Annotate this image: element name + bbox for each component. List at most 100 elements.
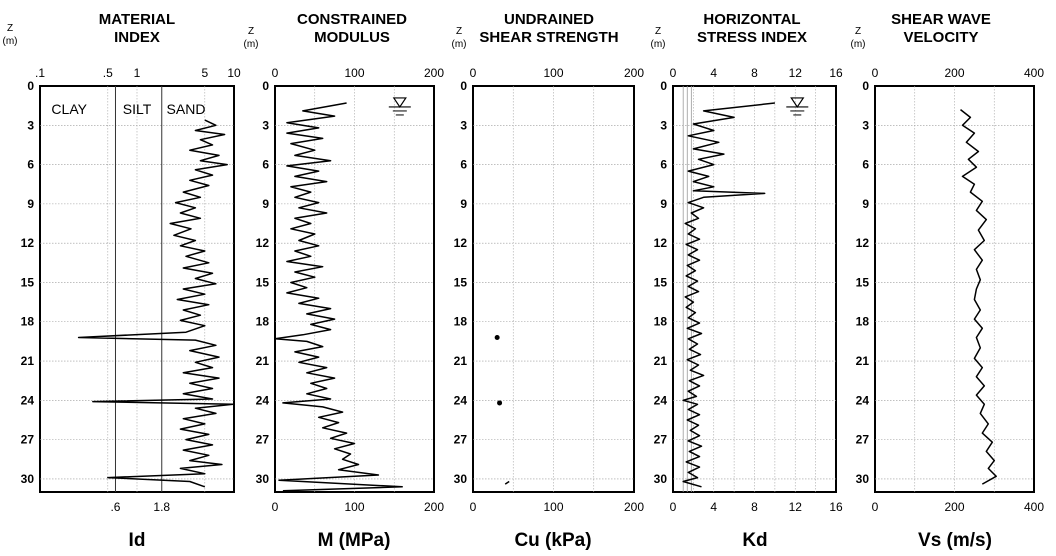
top-tick-label: 200 bbox=[944, 66, 964, 80]
depth-tick-label: 3 bbox=[262, 118, 269, 132]
top-tick-label: 0 bbox=[470, 66, 477, 80]
water-table-markers bbox=[786, 98, 808, 115]
depth-axis-unit: (m) bbox=[651, 39, 666, 50]
depth-tick-label: 12 bbox=[21, 236, 35, 250]
panel-title-line-2: INDEX bbox=[114, 29, 160, 46]
soil-zone-label: SAND bbox=[167, 101, 206, 117]
panel-undrained-shear-strength: UNDRAINED SHEAR STRENGTH Z (m) 036912151… bbox=[452, 11, 645, 551]
depth-tick-label: 24 bbox=[256, 393, 270, 407]
bottom-tick-label: 4 bbox=[710, 500, 717, 514]
depth-tick-label: 9 bbox=[862, 197, 869, 211]
x-axis-title: Vs (m/s) bbox=[918, 530, 992, 551]
depth-tick-label: 9 bbox=[262, 197, 269, 211]
depth-tick-label: 30 bbox=[454, 472, 468, 486]
depth-axis-unit: (m) bbox=[244, 39, 259, 50]
x-axis-title: Kd bbox=[742, 530, 767, 551]
depth-tick-label: 21 bbox=[256, 354, 270, 368]
depth-tick-label: 12 bbox=[856, 236, 870, 250]
top-tick-label: 0 bbox=[272, 66, 279, 80]
depth-axis-label: Z bbox=[7, 23, 13, 34]
panel-constrained-modulus: CONSTRAINED MODULUS Z (m) 0 3 6 9 12 15 18 21 24… bbox=[244, 11, 445, 551]
x-axis-title: Cu (kPa) bbox=[514, 530, 591, 551]
bottom-tick-label: 0 bbox=[670, 500, 677, 514]
top-tick-label: 1 bbox=[134, 66, 141, 80]
top-tick-label: 400 bbox=[1024, 66, 1044, 80]
depth-tick-label: 18 bbox=[256, 315, 270, 329]
depth-tick-label: 15 bbox=[454, 275, 468, 289]
depth-tick-label: 24 bbox=[654, 393, 668, 407]
depth-axis-label: Z bbox=[855, 26, 861, 37]
soil-zone-label: CLAY bbox=[51, 101, 87, 117]
bottom-tick-label: 0 bbox=[272, 500, 279, 514]
data-point bbox=[495, 335, 500, 340]
panel-title-line-2: SHEAR STRENGTH bbox=[479, 29, 618, 46]
depth-tick-label: 15 bbox=[856, 275, 870, 289]
depth-tick-label: 0 bbox=[27, 79, 34, 93]
reference-lines bbox=[115, 86, 161, 492]
depth-axis-unit: (m) bbox=[851, 39, 866, 50]
top-tick-label: .5 bbox=[103, 66, 113, 80]
bottom-tick-label: 8 bbox=[751, 500, 758, 514]
data-series bbox=[79, 120, 234, 487]
series-line bbox=[79, 120, 234, 487]
depth-tick-label: 18 bbox=[856, 315, 870, 329]
bottom-tick-label: 200 bbox=[944, 500, 964, 514]
bottom-tick-label: 100 bbox=[543, 500, 563, 514]
panel-title-line-1: MATERIAL bbox=[99, 11, 175, 28]
top-tick-label: 10 bbox=[227, 66, 241, 80]
depth-tick-label: 6 bbox=[27, 158, 34, 172]
depth-axis-label: Z bbox=[456, 26, 462, 37]
panel-title-line-2: STRESS INDEX bbox=[697, 29, 807, 46]
gridlines bbox=[275, 86, 434, 492]
depth-tick-label: 6 bbox=[262, 158, 269, 172]
depth-tick-label: 6 bbox=[460, 158, 467, 172]
depth-tick-label: 3 bbox=[660, 118, 667, 132]
depth-tick-label: 27 bbox=[21, 433, 35, 447]
depth-tick-label: 21 bbox=[856, 354, 870, 368]
panel-material-index: MATERIAL INDEX Z (m) CLAY SILT SAND 036912… bbox=[3, 11, 241, 551]
panel-title-line-1: CONSTRAINED bbox=[297, 11, 407, 28]
top-tick-label: 8 bbox=[751, 66, 758, 80]
gridlines bbox=[875, 86, 1034, 492]
soil-zone-labels: CLAY SILT SAND bbox=[51, 101, 205, 117]
water-table-triangle bbox=[394, 98, 406, 107]
x-axis-title: M (MPa) bbox=[318, 530, 391, 551]
depth-tick-label: 27 bbox=[856, 433, 870, 447]
top-tick-label: 4 bbox=[710, 66, 717, 80]
depth-axis-unit: (m) bbox=[452, 39, 467, 50]
depth-tick-label: 21 bbox=[454, 354, 468, 368]
x-axis-title: Id bbox=[129, 530, 146, 551]
bottom-tick-label: 0 bbox=[872, 500, 879, 514]
top-tick-label: 100 bbox=[344, 66, 364, 80]
top-tick-label: 5 bbox=[201, 66, 208, 80]
top-tick-label: .1 bbox=[35, 66, 45, 80]
depth-tick-label: 6 bbox=[660, 158, 667, 172]
top-tick-label: 100 bbox=[543, 66, 563, 80]
depth-tick-label: 9 bbox=[27, 197, 34, 211]
top-tick-label: 0 bbox=[872, 66, 879, 80]
depth-tick-label: 27 bbox=[654, 433, 668, 447]
depth-tick-label: 30 bbox=[21, 472, 35, 486]
depth-tick-label: 27 bbox=[256, 433, 270, 447]
depth-tick-label: 15 bbox=[21, 275, 35, 289]
top-tick-label: 12 bbox=[789, 66, 803, 80]
panel-title-line-2: MODULUS bbox=[314, 29, 390, 46]
series-line bbox=[961, 110, 997, 485]
depth-tick-label: 0 bbox=[862, 79, 869, 93]
series-line bbox=[275, 103, 402, 491]
depth-tick-label: 9 bbox=[460, 197, 467, 211]
gridlines bbox=[473, 86, 634, 492]
tick-labels: 0369121518212427300 4 8 12 160 4 8 12 16 bbox=[654, 66, 843, 514]
top-tick-label: 0 bbox=[670, 66, 677, 80]
depth-tick-label: 15 bbox=[256, 275, 270, 289]
depth-tick-label: 3 bbox=[862, 118, 869, 132]
depth-tick-label: 0 bbox=[262, 79, 269, 93]
water-table-markers bbox=[389, 98, 411, 115]
bottom-tick-label: 200 bbox=[424, 500, 444, 514]
depth-tick-label: 3 bbox=[27, 118, 34, 132]
top-tick-label: 200 bbox=[624, 66, 644, 80]
soil-zone-label: SILT bbox=[123, 101, 152, 117]
